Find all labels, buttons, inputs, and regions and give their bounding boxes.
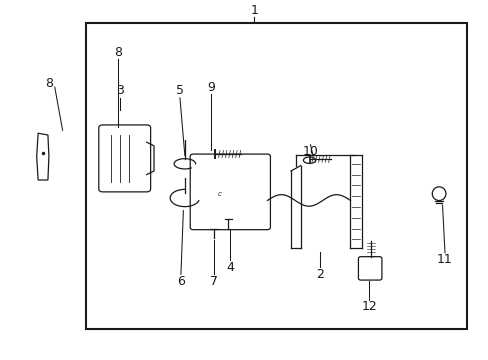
- Text: 3: 3: [116, 84, 123, 97]
- Text: 11: 11: [436, 253, 452, 266]
- Text: 4: 4: [225, 261, 233, 274]
- Text: 6: 6: [177, 275, 184, 288]
- Text: 2: 2: [316, 268, 324, 281]
- Text: 7: 7: [210, 275, 218, 288]
- Text: 8: 8: [45, 77, 53, 90]
- Text: c: c: [217, 191, 221, 197]
- Text: 12: 12: [361, 300, 376, 313]
- Text: 1: 1: [250, 4, 258, 17]
- Text: 5: 5: [176, 84, 183, 97]
- Text: 8: 8: [114, 46, 122, 59]
- Bar: [85, 23, 466, 329]
- Text: 9: 9: [207, 81, 215, 94]
- Text: 10: 10: [302, 145, 318, 158]
